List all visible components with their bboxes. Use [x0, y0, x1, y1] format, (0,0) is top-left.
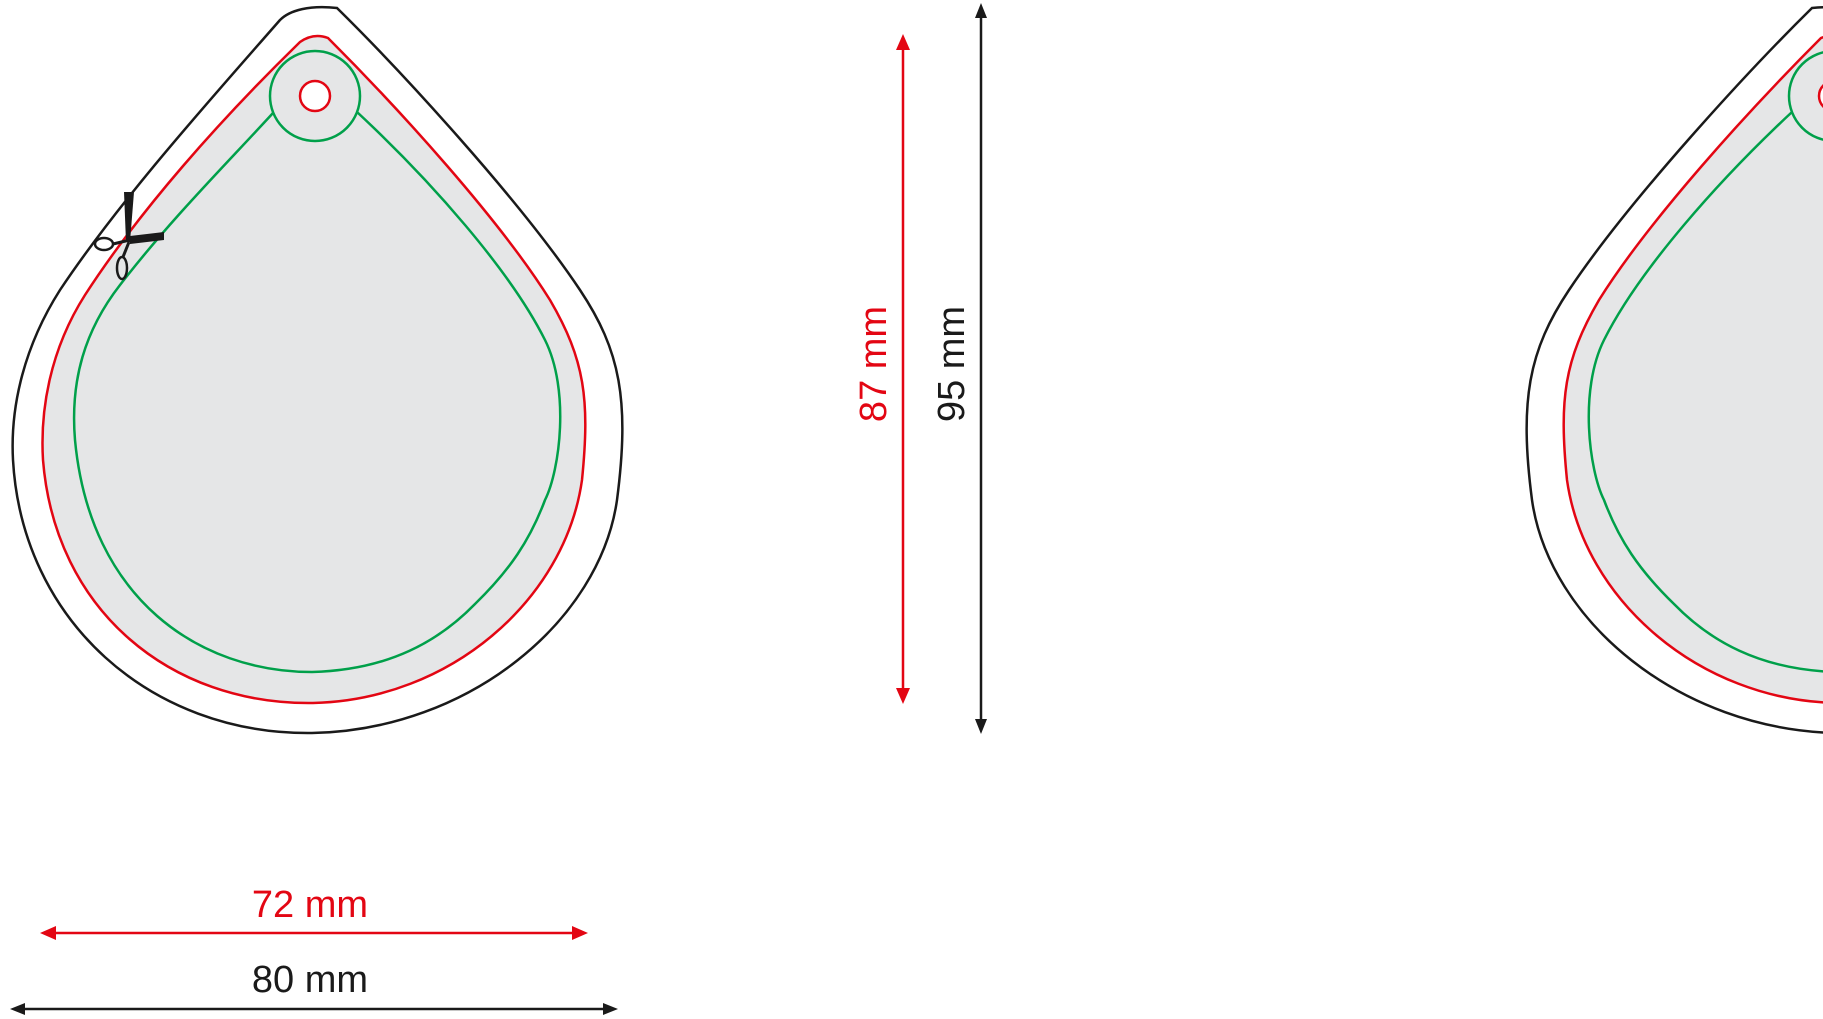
outer-height-dimension: 95 mm: [931, 3, 987, 734]
outer-width-label: 80 mm: [252, 959, 368, 1001]
right-hanger-safe-circle: [1787, 51, 1823, 141]
right-hanger-hole: [1817, 84, 1823, 108]
left-hanger-hole: [298, 79, 332, 113]
outer-height-label: 95 mm: [931, 306, 973, 422]
right-drop-safe-zone-line: [1587, 111, 1823, 673]
right-drop-bleed-line: [1562, 36, 1823, 704]
left-drop-safe-zone-line: [72, 111, 562, 674]
inner-height-label: 87 mm: [853, 306, 895, 422]
left-drop-shape: [11, 5, 624, 735]
outer-width-dimension: 80 mm: [10, 959, 618, 1015]
right-drop-shape: [1525, 5, 1823, 734]
inner-width-label: 72 mm: [252, 884, 368, 926]
left-drop-bleed-line: [41, 34, 587, 705]
inner-width-dimension: 72 mm: [40, 884, 588, 940]
inner-height-dimension: 87 mm: [853, 34, 910, 704]
